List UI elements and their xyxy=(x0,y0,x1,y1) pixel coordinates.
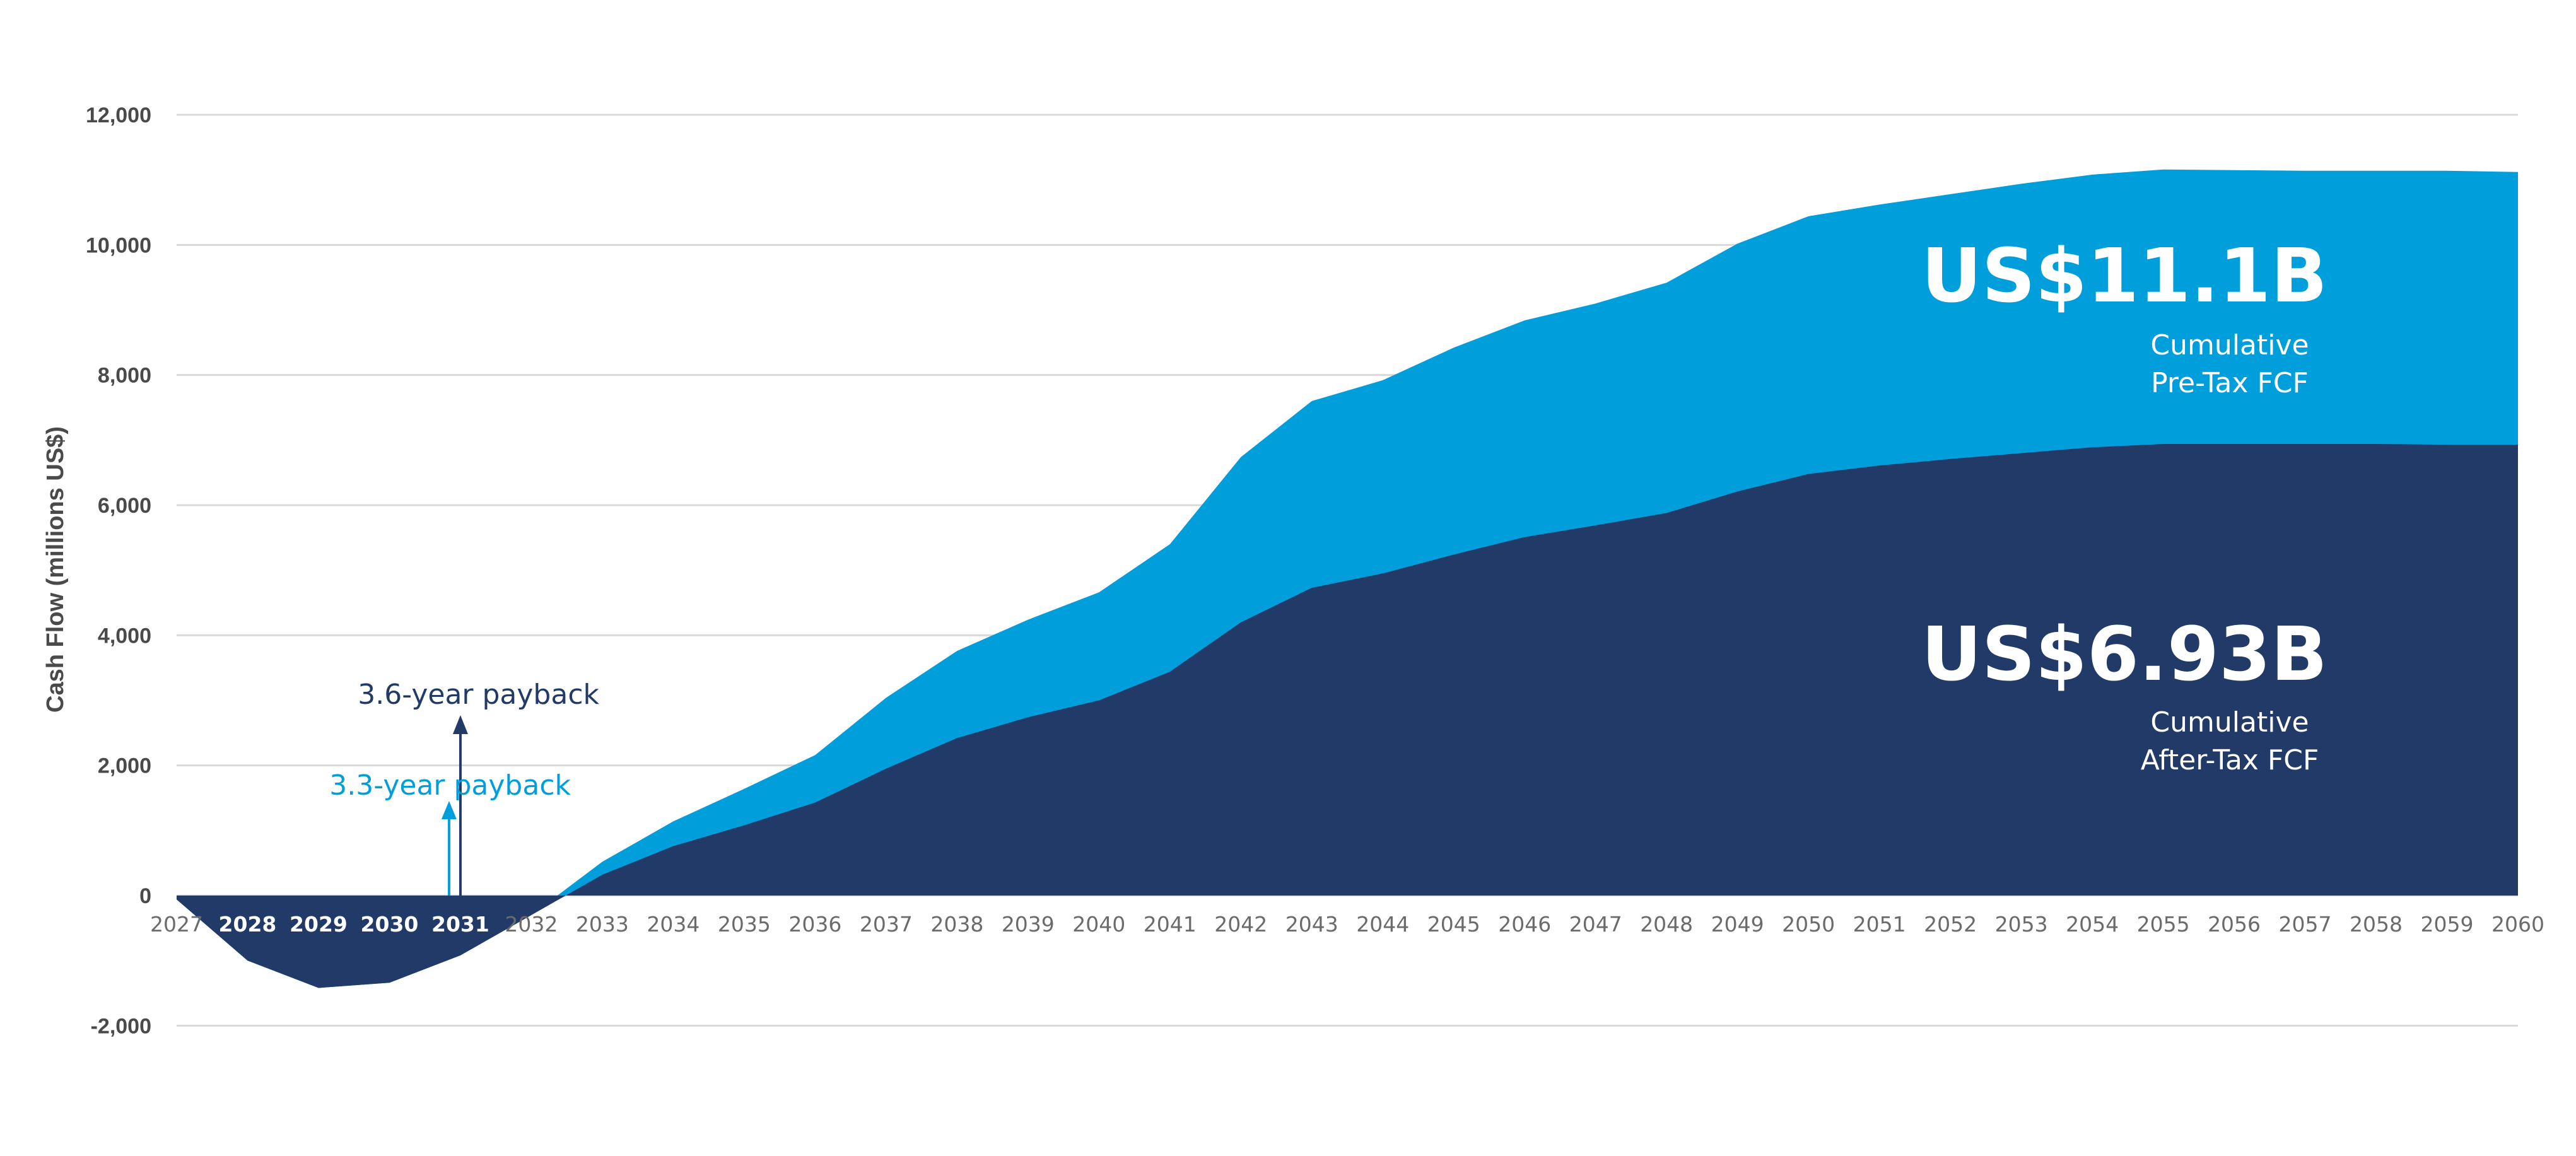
aftertax-label-line1: Cumulative xyxy=(2150,706,2309,739)
x-tick-label: 2029 xyxy=(290,912,348,937)
y-tick-label: -2,000 xyxy=(91,1014,151,1038)
x-tick-label: 2043 xyxy=(1285,912,1338,937)
x-tick-label: 2042 xyxy=(1214,912,1267,937)
x-tick-label: 2037 xyxy=(860,912,913,937)
x-tick-label: 2038 xyxy=(930,912,983,937)
y-tick-label: 12,000 xyxy=(86,103,151,127)
x-tick-label: 2035 xyxy=(718,912,771,937)
x-tick-label: 2060 xyxy=(2491,912,2544,937)
y-tick-label: 0 xyxy=(139,884,151,908)
y-tick-label: 2,000 xyxy=(98,754,151,778)
x-tick-label: 2039 xyxy=(1002,912,1055,937)
x-tick-label: 2030 xyxy=(361,912,419,937)
x-tick-label: 2048 xyxy=(1640,912,1693,937)
x-tick-label: 2028 xyxy=(219,912,277,937)
x-tick-label: 2049 xyxy=(1711,912,1764,937)
x-tick-label: 2054 xyxy=(2066,912,2119,937)
x-tick-label: 2056 xyxy=(2208,912,2261,937)
x-tick-label: 2055 xyxy=(2137,912,2190,937)
y-tick-label: 10,000 xyxy=(86,233,151,257)
x-tick-label: 2031 xyxy=(431,912,489,937)
payback-aftertax-label: 3.6-year payback xyxy=(358,679,599,711)
payback-pretax-label: 3.3-year payback xyxy=(329,769,571,802)
y-tick-label: 8,000 xyxy=(98,364,151,388)
y-axis-label: Cash Flow (millions US$) xyxy=(42,426,69,713)
x-tick-label: 2047 xyxy=(1569,912,1622,937)
pretax-label-line1: Cumulative xyxy=(2150,329,2309,361)
x-axis-ticks: 2027 2028 2029 2030 2031 2032 2033 2034 2035 2036… xyxy=(150,912,2544,937)
x-tick-label: 2036 xyxy=(788,912,841,937)
area-aftertax-fcf xyxy=(177,444,2518,988)
x-tick-label: 2033 xyxy=(576,912,629,937)
x-tick-label: 2034 xyxy=(647,912,700,937)
x-tick-label: 2058 xyxy=(2350,912,2403,937)
x-tick-label: 2052 xyxy=(1924,912,1977,937)
area-series xyxy=(177,169,2518,988)
x-tick-label: 2046 xyxy=(1498,912,1551,937)
x-tick-label: 2032 xyxy=(505,912,558,937)
y-tick-label: 4,000 xyxy=(98,624,151,648)
payback-arrows xyxy=(441,715,468,896)
x-tick-label: 2050 xyxy=(1782,912,1835,937)
x-tick-label: 2059 xyxy=(2421,912,2474,937)
payback-aftertax-arrowhead xyxy=(452,715,468,734)
x-tick-label: 2045 xyxy=(1427,912,1480,937)
y-tick-label: 6,000 xyxy=(98,494,151,518)
x-tick-label: 2041 xyxy=(1144,912,1197,937)
x-tick-label: 2053 xyxy=(1995,912,2048,937)
x-tick-label: 2057 xyxy=(2279,912,2332,937)
aftertax-label-line2: After-Tax FCF xyxy=(2141,744,2319,776)
x-tick-label: 2027 xyxy=(150,912,203,937)
y-axis-ticks: -2,000 0 2,000 4,000 6,000 8,000 10,000 12,000 xyxy=(86,103,151,1038)
pretax-label-line2: Pre-Tax FCF xyxy=(2151,367,2309,399)
payback-pretax-arrowhead xyxy=(441,801,457,819)
pretax-total-value: US$11.1B xyxy=(1921,232,2327,319)
x-tick-label: 2040 xyxy=(1072,912,1125,937)
x-tick-label: 2051 xyxy=(1853,912,1906,937)
aftertax-total-value: US$6.93B xyxy=(1921,610,2327,698)
x-tick-label: 2044 xyxy=(1356,912,1409,937)
